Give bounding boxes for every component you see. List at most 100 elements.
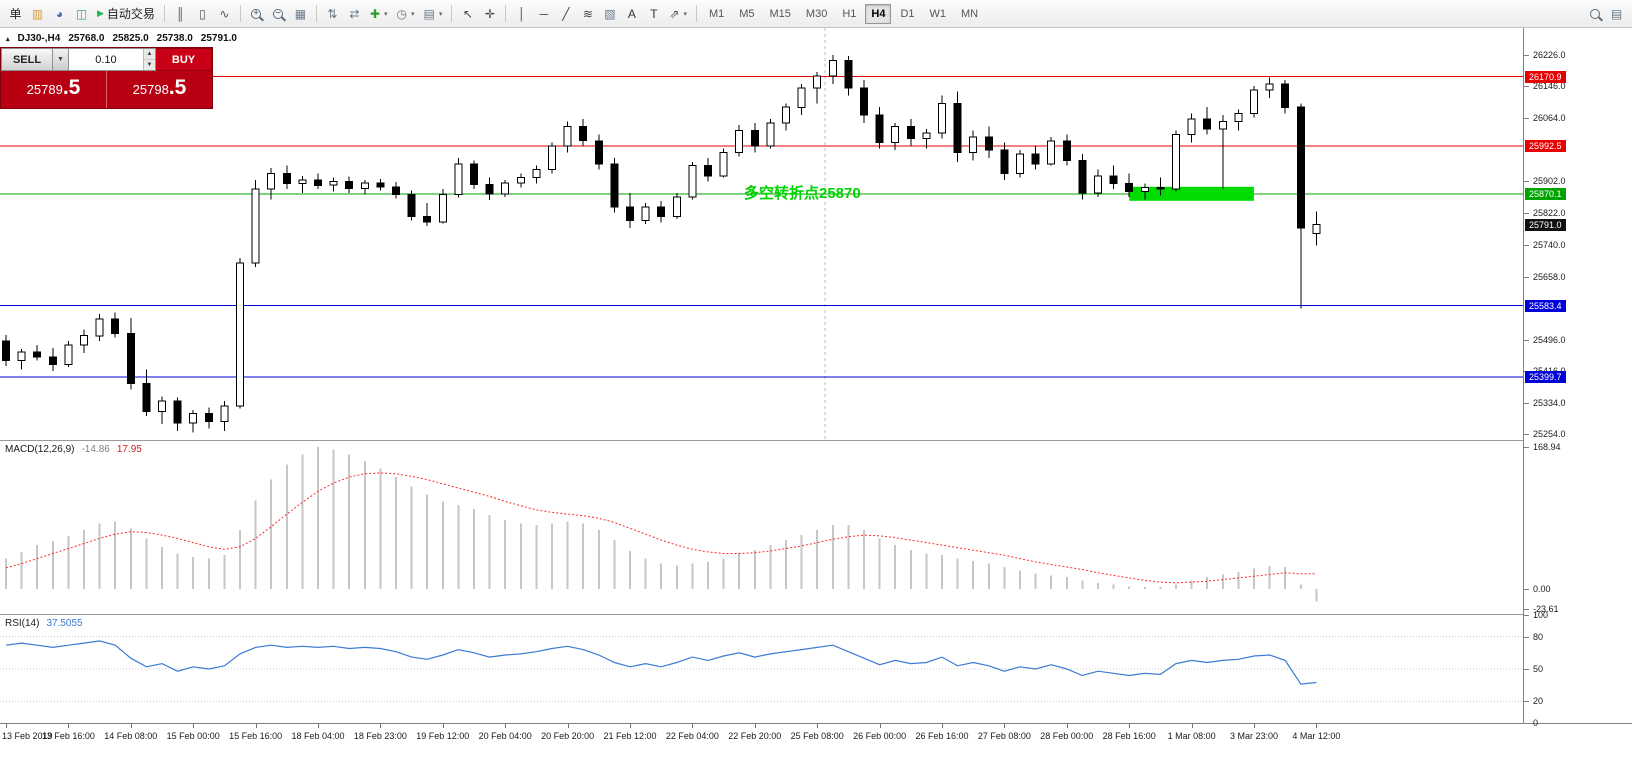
cursor-icon[interactable]: ↖ bbox=[462, 6, 473, 21]
autotrading-button[interactable]: ▶ 自动交易 bbox=[93, 3, 159, 25]
time-axis-tick bbox=[754, 724, 756, 728]
period-button[interactable]: ◷ ▾ bbox=[393, 3, 419, 25]
price-line-label: 25870.1 bbox=[1525, 187, 1566, 200]
price-axis-tick: 25822.0 bbox=[1524, 208, 1566, 218]
sell-button[interactable]: SELL bbox=[1, 48, 53, 71]
time-axis-tick bbox=[130, 724, 132, 728]
chevron-down-icon: ▾ bbox=[411, 10, 415, 18]
tab-timeframe-m30[interactable]: M30 bbox=[805, 7, 828, 20]
time-axis-label: 19 Feb 12:00 bbox=[416, 731, 470, 741]
tab-timeframe-m1[interactable]: M1 bbox=[708, 7, 725, 20]
lot-size-input[interactable] bbox=[69, 49, 143, 70]
fibonacci-icon[interactable]: ≋ bbox=[582, 6, 593, 21]
horizontal-line-icon[interactable]: ─ bbox=[539, 6, 549, 21]
profiles-icon[interactable]: ◕ bbox=[55, 6, 64, 21]
crosshair-icon[interactable]: ✛ bbox=[484, 6, 495, 21]
time-axis-label: 3 Mar 23:00 bbox=[1229, 731, 1279, 741]
trendline-icon[interactable]: ╱ bbox=[562, 6, 570, 21]
price-axis: 26226.0 26146.0 26064.0 25902.0 25822.0 25740… bbox=[1523, 28, 1632, 728]
arrows-tool-button[interactable]: ⇗ ▾ bbox=[665, 3, 691, 25]
vertical-line-icon[interactable]: │ bbox=[518, 6, 526, 21]
macd-panel: MACD(12,26,9) -14.86 17.95 bbox=[0, 440, 1523, 614]
toolbar-separator bbox=[695, 5, 697, 22]
lot-decrease-button[interactable]: ▼ bbox=[143, 60, 155, 70]
symbol-marker-icon: ▴ bbox=[6, 35, 10, 43]
time-axis-tick bbox=[442, 724, 444, 728]
price-axis-tick: 25334.0 bbox=[1524, 398, 1566, 408]
symbol-name: DJ30-,H4 bbox=[17, 33, 61, 44]
tab-timeframe-h4[interactable]: H4 bbox=[865, 3, 892, 24]
macd-axis-tick: 168.94 bbox=[1524, 442, 1561, 452]
template-button[interactable]: ▤ ▾ bbox=[420, 3, 447, 25]
symbol-info: ▴ DJ30-,H4 25768.0 25825.0 25738.0 25791… bbox=[6, 33, 237, 44]
autotrading-label: 自动交易 bbox=[106, 7, 155, 21]
line-chart-icon[interactable]: ∿ bbox=[219, 6, 230, 21]
bar-chart-icon[interactable]: ║ bbox=[176, 6, 185, 21]
tile-windows-icon[interactable]: ▦ bbox=[294, 6, 307, 21]
tab-timeframe-mn[interactable]: MN bbox=[961, 7, 979, 20]
time-axis-tick bbox=[1316, 724, 1318, 728]
shapes-icon[interactable]: ▧ bbox=[604, 6, 616, 21]
high-value: 25825.0 bbox=[112, 33, 149, 44]
search-icon[interactable] bbox=[1584, 3, 1605, 25]
time-axis-label: 20 Feb 04:00 bbox=[478, 731, 532, 741]
period-icon: ◷ bbox=[396, 6, 407, 21]
rsi-value: 37.5055 bbox=[46, 618, 83, 629]
add-indicator-button[interactable]: ✚ ▾ bbox=[366, 3, 392, 25]
one-click-trading-panel: SELL ▼ ▲ ▼ BUY 25789.5 25798.5 bbox=[0, 47, 213, 109]
tab-timeframe-w1[interactable]: W1 bbox=[929, 7, 947, 20]
time-axis-label: 15 Feb 00:00 bbox=[166, 731, 220, 741]
open-value: 25768.0 bbox=[68, 33, 105, 44]
auto-scroll-icon[interactable]: ⇄ bbox=[349, 6, 360, 21]
tab-timeframe-h1[interactable]: H1 bbox=[842, 7, 857, 20]
buy-price[interactable]: 25798.5 bbox=[107, 71, 212, 108]
time-axis-label: 26 Feb 16:00 bbox=[915, 731, 969, 741]
price-axis-tick: 25658.0 bbox=[1524, 272, 1566, 282]
new-chart-icon[interactable]: ▥ bbox=[31, 6, 44, 21]
toolbar-separator bbox=[239, 5, 241, 22]
sell-price-pips: .5 bbox=[62, 76, 81, 99]
rsi-label: RSI(14) bbox=[5, 618, 40, 629]
new-order-button[interactable]: 单 bbox=[9, 7, 22, 21]
rsi-axis-tick: 100 bbox=[1524, 610, 1548, 620]
text-label-icon[interactable]: T bbox=[650, 6, 658, 21]
sell-price-main: 25789 bbox=[26, 82, 63, 97]
candlestick-chart-icon[interactable]: ▯ bbox=[199, 6, 206, 21]
current-price-label: 25791.0 bbox=[1525, 218, 1566, 231]
macd-axis-tick: 0.00 bbox=[1524, 584, 1551, 594]
zoom-out-icon[interactable]: − bbox=[268, 3, 289, 25]
zoom-in-icon[interactable]: + bbox=[246, 3, 267, 25]
time-axis-tick bbox=[1129, 724, 1131, 728]
time-axis-label: 4 Mar 12:00 bbox=[1292, 731, 1341, 741]
market-watch-icon[interactable]: ◫ bbox=[75, 6, 88, 21]
time-axis-tick bbox=[1254, 724, 1255, 728]
price-axis-tick: 26226.0 bbox=[1524, 50, 1566, 60]
time-axis-tick bbox=[567, 724, 569, 728]
time-axis-tick bbox=[879, 724, 881, 728]
play-icon: ▶ bbox=[97, 8, 104, 18]
price-chart-canvas[interactable]: ▴ DJ30-,H4 25768.0 25825.0 25738.0 25791… bbox=[0, 28, 1523, 440]
tab-timeframe-d1[interactable]: D1 bbox=[900, 7, 915, 20]
rsi-axis-tick: 20 bbox=[1524, 696, 1543, 706]
arrange-icon[interactable]: ⇅ bbox=[327, 6, 338, 21]
sell-price[interactable]: 25789.5 bbox=[1, 71, 107, 108]
text-tool-icon[interactable]: A bbox=[627, 6, 636, 21]
data-window-icon[interactable]: ▤ bbox=[1610, 6, 1623, 21]
time-axis-label: 18 Feb 23:00 bbox=[353, 731, 407, 741]
tab-timeframe-m15[interactable]: M15 bbox=[769, 7, 791, 20]
low-value: 25738.0 bbox=[156, 33, 193, 44]
buy-price-main: 25798 bbox=[132, 82, 169, 97]
time-axis-label: 26 Feb 00:00 bbox=[853, 731, 907, 741]
chevron-down-icon: ▾ bbox=[438, 10, 443, 18]
macd-signal-value: 17.95 bbox=[116, 444, 142, 455]
tab-timeframe-m5[interactable]: M5 bbox=[739, 7, 755, 20]
sell-options-dropdown[interactable]: ▼ bbox=[53, 48, 69, 71]
time-axis-label: 25 Feb 08:00 bbox=[790, 731, 844, 741]
time-axis-label: 22 Feb 20:00 bbox=[728, 731, 782, 741]
time-axis-label: 21 Feb 12:00 bbox=[603, 731, 657, 741]
buy-price-pips: .5 bbox=[168, 76, 187, 99]
lot-increase-button[interactable]: ▲ bbox=[143, 49, 155, 60]
arrows-tool-icon: ⇗ bbox=[669, 6, 680, 21]
price-axis-tick: 25254.0 bbox=[1524, 429, 1566, 439]
buy-button[interactable]: BUY bbox=[156, 48, 212, 71]
